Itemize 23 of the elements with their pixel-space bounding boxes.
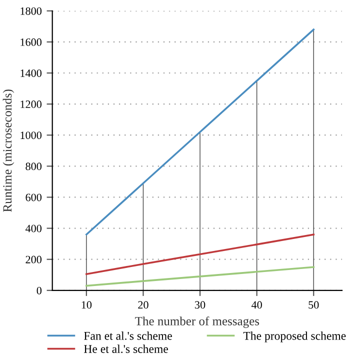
- y-tick-label: 0: [36, 286, 42, 294]
- y-axis-title: Runtime (microseconds): [2, 90, 14, 212]
- x-tick-label: 40: [251, 301, 262, 309]
- line-series: [86, 266, 315, 287]
- y-tick-label: 200: [26, 256, 42, 264]
- line-series: [86, 28, 315, 236]
- y-tick-label: 1800: [20, 7, 42, 15]
- x-tick-label: 20: [138, 301, 148, 309]
- y-tick-label: 1000: [20, 132, 42, 140]
- legend-label: Fan et al.'s scheme: [84, 332, 172, 340]
- x-tick-label: 50: [308, 301, 319, 309]
- x-tick-label: 10: [82, 301, 92, 309]
- y-tick-label: 800: [26, 162, 42, 170]
- y-tick-label: 400: [25, 224, 42, 232]
- y-tick-label: 1200: [20, 100, 42, 108]
- x-tick-label: 30: [195, 301, 206, 309]
- line-series: [86, 234, 315, 275]
- y-tick-label: 600: [26, 194, 42, 202]
- x-axis-title: The number of messages: [135, 316, 260, 328]
- y-tick-label: 1600: [20, 38, 42, 46]
- legend-label: He et al.'s scheme: [84, 344, 168, 354]
- legend-label: The proposed scheme: [243, 332, 346, 342]
- y-tick-label: 1400: [20, 69, 42, 77]
